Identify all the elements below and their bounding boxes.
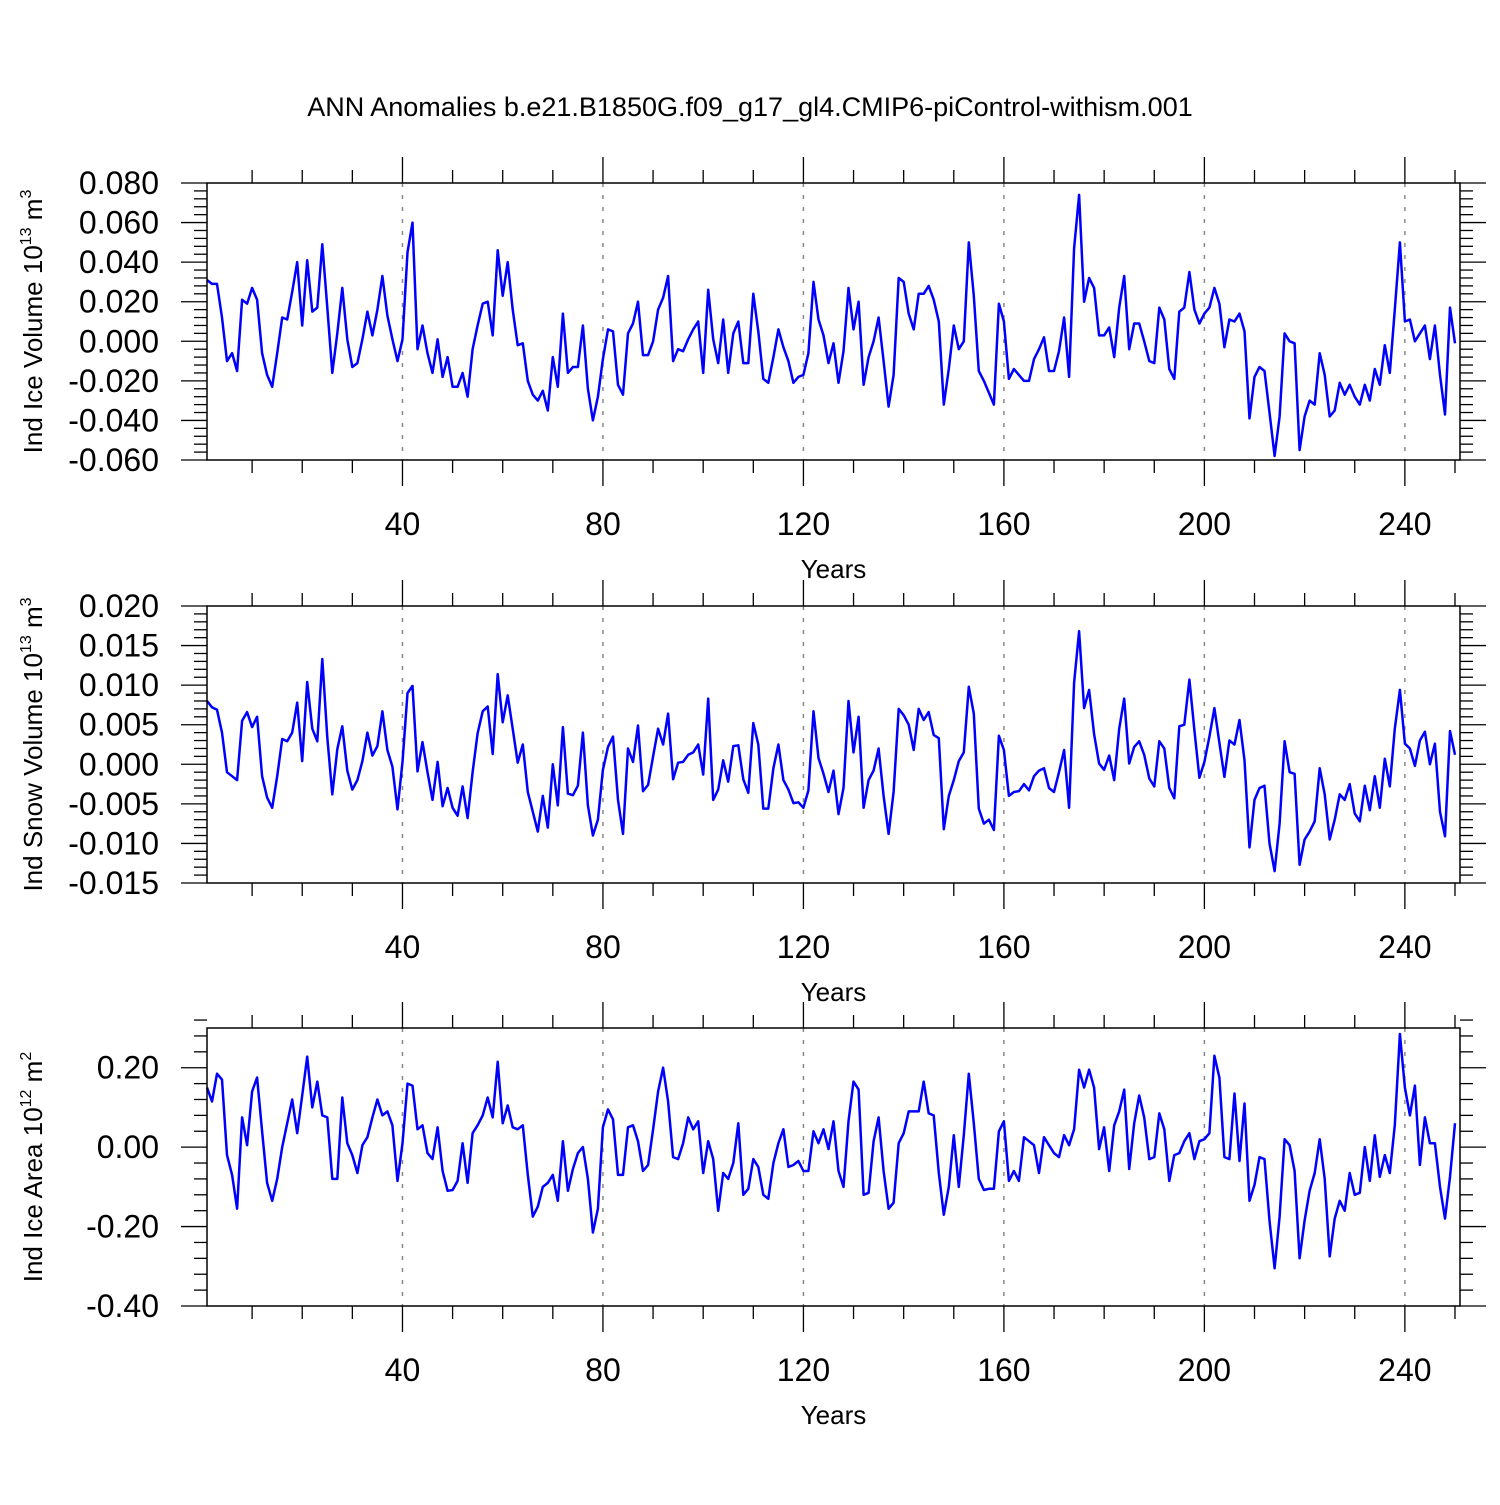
panel-3-y-axis-label: Ind Ice Area 1012 m2 [18, 1052, 48, 1283]
panel-2-ytick-label-4: 0.000 [79, 746, 159, 782]
panel-2-y-axis-label-exponent: 13 [18, 635, 35, 653]
panel-1-xtick-label-1: 40 [385, 506, 421, 542]
panel-3-xtick-label-4: 160 [977, 1352, 1030, 1388]
panel-1-xtick-label-5: 200 [1178, 506, 1231, 542]
panel-2-series-line [206, 630, 1457, 873]
panel-2-y-axis-label: Ind Snow Volume 1013 m3 [18, 597, 48, 891]
panel-3-ytick-label-3: 0.00 [97, 1129, 159, 1165]
panel-1-ytick-label-5: 0.020 [79, 284, 159, 320]
panel-2-xtick-label-3: 120 [777, 929, 830, 965]
figure-title: ANN Anomalies b.e21.B1850G.f09_g17_gl4.C… [307, 92, 1193, 122]
panel-1-plot-frame [206, 182, 1461, 461]
panel-3-xtick-label-5: 200 [1178, 1352, 1231, 1388]
panel-2-ytick-label-6: 0.010 [79, 667, 159, 703]
panel-2-ytick-label-1: -0.015 [68, 865, 159, 901]
panel-2-y-axis-label-unit-exponent: 3 [18, 597, 35, 606]
panel-1-ytick-label-8: 0.080 [79, 165, 159, 201]
panel-1-xtick-label-4: 160 [977, 506, 1030, 542]
panel-2-y-axis-label-unit: m [18, 606, 48, 635]
panel-2-ytick-label-2: -0.010 [68, 825, 159, 861]
panel-3-y-axis-label-unit-exponent: 2 [18, 1052, 35, 1061]
panel-2-x-axis-label: Years [801, 977, 867, 1007]
panel-1-ytick-label-2: -0.040 [68, 402, 159, 438]
panel-2-xtick-label-6: 240 [1378, 929, 1431, 965]
panel-2-ytick-label-5: 0.005 [79, 707, 159, 743]
panel-3-ytick-label-1: -0.40 [86, 1288, 159, 1324]
panel-1-y-axis-label-exponent: 13 [18, 227, 35, 245]
panel-1-y-axis-label-unit: m [18, 199, 48, 228]
panel-1-series-line [206, 193, 1457, 458]
panel-2-ytick-label-7: 0.015 [79, 628, 159, 664]
panel-1-y-axis-label-text: Ind Ice Volume 10 [18, 245, 48, 453]
panel-2-ytick-label-8: 0.020 [79, 588, 159, 624]
panel-2-xtick-label-1: 40 [385, 929, 421, 965]
panel-2-ytick-label-3: -0.005 [68, 786, 159, 822]
panel-3-y-axis-label-unit: m [18, 1061, 48, 1090]
panel-1-ytick-label-7: 0.060 [79, 205, 159, 241]
panel-3-x-axis-label: Years [801, 1400, 867, 1430]
panel-3-xtick-label-6: 240 [1378, 1352, 1431, 1388]
panel-3-plot-frame [206, 1027, 1461, 1307]
panel-2-y-axis-label-text: Ind Snow Volume 10 [18, 653, 48, 892]
panel-2-xtick-label-4: 160 [977, 929, 1030, 965]
panel-1-ytick-label-4: 0.000 [79, 323, 159, 359]
panel-1-y-axis-label-unit-exponent: 3 [18, 190, 35, 199]
panel-3-series-line [205, 1032, 1457, 1270]
panel-3-ytick-label-2: -0.20 [86, 1209, 159, 1245]
panel-1-xtick-label-6: 240 [1378, 506, 1431, 542]
panel-1-ytick-label-3: -0.020 [68, 363, 159, 399]
panel-1-ytick-label-1: -0.060 [68, 442, 159, 478]
panel-3-y-axis-label-text: Ind Ice Area 10 [18, 1107, 48, 1282]
panel-3-xtick-label-3: 120 [777, 1352, 830, 1388]
panel-2-xtick-label-5: 200 [1178, 929, 1231, 965]
panel-1-y-axis-label: Ind Ice Volume 1013 m3 [18, 190, 48, 454]
panel-1-xtick-label-2: 80 [585, 506, 621, 542]
panel-1-x-axis-label: Years [801, 554, 867, 584]
panel-3-xtick-label-1: 40 [385, 1352, 421, 1388]
panel-3-xtick-label-2: 80 [585, 1352, 621, 1388]
panel-2-plot-frame [206, 605, 1461, 884]
panel-3-y-axis-label-exponent: 12 [18, 1089, 35, 1107]
panel-3-ytick-label-4: 0.20 [97, 1050, 159, 1086]
panel-2-xtick-label-2: 80 [585, 929, 621, 965]
panel-1-xtick-label-3: 120 [777, 506, 830, 542]
panel-1-ytick-label-6: 0.040 [79, 244, 159, 280]
